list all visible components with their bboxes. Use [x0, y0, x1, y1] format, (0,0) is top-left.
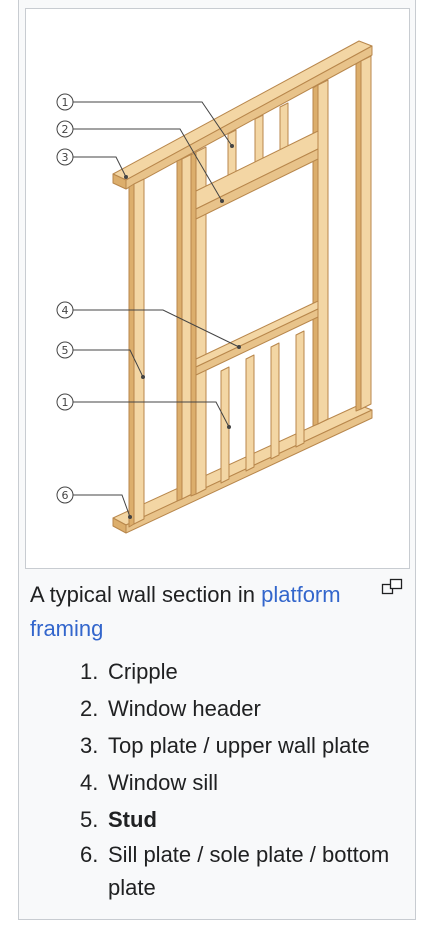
platform-framing-link[interactable]: platform framing	[30, 582, 341, 641]
lower-cripples	[220, 330, 305, 484]
caption-text: A typical wall section in	[30, 582, 262, 607]
legend-item: 1. Cripple	[80, 659, 178, 684]
legend-item: 4. Window sill	[80, 770, 219, 795]
legend-item: 2. Window header	[80, 696, 261, 721]
callout-label: 6	[62, 489, 69, 502]
callout-label: 3	[62, 151, 69, 164]
figure-caption: A typical wall section in platform frami…	[30, 578, 375, 646]
legend-list: 1. Cripple 2. Window header 3. Top plate / …	[80, 653, 413, 904]
callout-circles	[56, 93, 74, 504]
legend-item: 3. Top plate / upper wall plate	[80, 733, 370, 758]
sole-plate	[112, 404, 373, 534]
callout-dots	[124, 144, 241, 519]
window-header	[195, 130, 319, 220]
wall-section-diagram[interactable]: 1 2 3 4 5 1 6	[25, 8, 410, 569]
window-sill	[195, 300, 319, 376]
top-plate	[112, 40, 373, 190]
callout-label: 4	[62, 304, 69, 317]
callout-label: 2	[62, 123, 69, 136]
legend-item: 6. Sill plate / sole plate / bottom plate	[80, 842, 390, 900]
callout-label: 1	[62, 396, 69, 409]
legend-item: 5. Stud	[80, 807, 157, 832]
callout-label: 1	[62, 96, 69, 109]
magnify-icon[interactable]	[381, 578, 403, 596]
callout-label: 5	[62, 344, 69, 357]
studs	[128, 55, 372, 528]
callout-lines	[73, 101, 240, 518]
